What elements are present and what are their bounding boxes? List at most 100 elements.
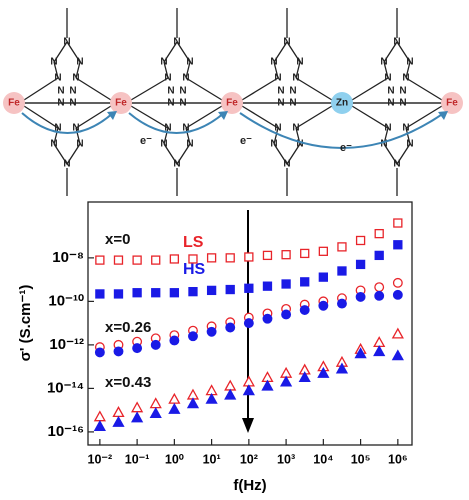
- data-point: [318, 246, 328, 256]
- data-point: [373, 345, 386, 357]
- ring-atom: N: [54, 123, 61, 134]
- bond: [405, 61, 411, 79]
- bond: [383, 143, 411, 166]
- data-point: [113, 346, 124, 357]
- data-point: [244, 252, 254, 262]
- data-point: [262, 313, 273, 324]
- ring-atom: N: [289, 86, 296, 97]
- data-point: [337, 266, 347, 276]
- bond: [130, 105, 169, 129]
- ring-atom: N: [63, 37, 70, 48]
- ring-atom: N: [72, 73, 79, 84]
- x-axis-label: f(Hz): [233, 477, 266, 494]
- data-point: [279, 375, 293, 387]
- annotation: LS: [183, 234, 204, 251]
- bond: [53, 61, 59, 79]
- ring-atom: N: [186, 139, 193, 150]
- data-point: [373, 336, 386, 348]
- bond: [295, 77, 333, 101]
- ring-atom: N: [296, 57, 303, 68]
- data-point: [94, 347, 105, 358]
- metal-node: [441, 92, 463, 114]
- y-axis-label: σ' (S.cm⁻¹): [17, 285, 34, 362]
- bond: [163, 127, 169, 145]
- bond: [75, 127, 81, 145]
- ring-atom: N: [380, 139, 387, 150]
- bond: [75, 77, 112, 101]
- data-point: [206, 253, 217, 263]
- data-point: [188, 254, 198, 264]
- data-point: [299, 305, 310, 315]
- ring-atom: N: [182, 73, 189, 84]
- ring-atom: N: [277, 98, 284, 109]
- metal-label: Fe: [446, 98, 458, 109]
- data-point: [131, 401, 144, 413]
- x-tick-label: 10⁰: [165, 452, 185, 466]
- bond: [53, 40, 81, 63]
- data-point: [206, 326, 217, 337]
- bond: [273, 143, 301, 166]
- y-tick-label: 10⁻¹⁶: [47, 423, 84, 440]
- data-point: [132, 288, 142, 298]
- ring-atom: N: [292, 123, 299, 134]
- data-point: [244, 283, 254, 293]
- bond: [75, 105, 112, 129]
- ring-atom: N: [57, 98, 64, 109]
- data-point: [318, 272, 328, 282]
- y-tick-label: 10⁻¹⁴: [47, 379, 84, 396]
- data-point: [374, 282, 385, 293]
- ring-atom: N: [402, 73, 409, 84]
- electron-path: [239, 112, 445, 149]
- data-point: [149, 397, 162, 409]
- data-point: [261, 379, 274, 391]
- ring-atom: N: [380, 57, 387, 68]
- ring-atom: N: [182, 123, 189, 134]
- metal-label: Zn: [336, 98, 348, 109]
- ring-atom: N: [393, 159, 400, 170]
- bond: [53, 127, 59, 145]
- electron-arrowhead: [218, 111, 228, 120]
- ring-atom: N: [270, 57, 277, 68]
- ring-atom: N: [406, 139, 413, 150]
- ring-atom: N: [387, 98, 394, 109]
- data-point: [169, 254, 180, 264]
- x-tick-label: 10⁴: [313, 452, 333, 466]
- data-point: [186, 397, 200, 409]
- data-point: [132, 255, 142, 265]
- ring-atom: N: [50, 139, 57, 150]
- ring-atom: N: [292, 73, 299, 84]
- ring-atom: N: [54, 73, 61, 84]
- data-point: [149, 407, 162, 419]
- electron-arrowhead: [107, 111, 117, 120]
- data-point: [393, 240, 403, 250]
- ring-atom: N: [164, 123, 171, 134]
- ring-atom: N: [167, 98, 174, 109]
- bond: [405, 77, 443, 101]
- x-tick-label: 10³: [277, 452, 295, 466]
- electron-arrowhead: [438, 111, 448, 120]
- bond: [295, 61, 301, 79]
- bond: [295, 105, 333, 129]
- data-point: [112, 415, 125, 427]
- metal-node: [3, 92, 25, 114]
- data-point: [335, 362, 349, 374]
- bond: [75, 61, 81, 79]
- ring-atom: N: [384, 123, 391, 134]
- annotation: x=0.43: [105, 374, 151, 391]
- data-point: [113, 289, 124, 299]
- ring-atom: N: [57, 86, 64, 97]
- data-point: [168, 402, 181, 414]
- data-point: [392, 277, 403, 288]
- bond: [185, 77, 223, 101]
- ring-atom: N: [406, 57, 413, 68]
- data-point: [225, 322, 236, 333]
- bond: [273, 127, 279, 145]
- bond: [23, 77, 59, 101]
- ring-atom: N: [296, 139, 303, 150]
- data-point: [393, 218, 403, 228]
- data-point: [188, 286, 198, 297]
- ring-atom: N: [283, 37, 290, 48]
- ring-atom: N: [179, 98, 186, 109]
- electron-path: [128, 112, 225, 134]
- x-tick-label: 10⁶: [388, 452, 408, 466]
